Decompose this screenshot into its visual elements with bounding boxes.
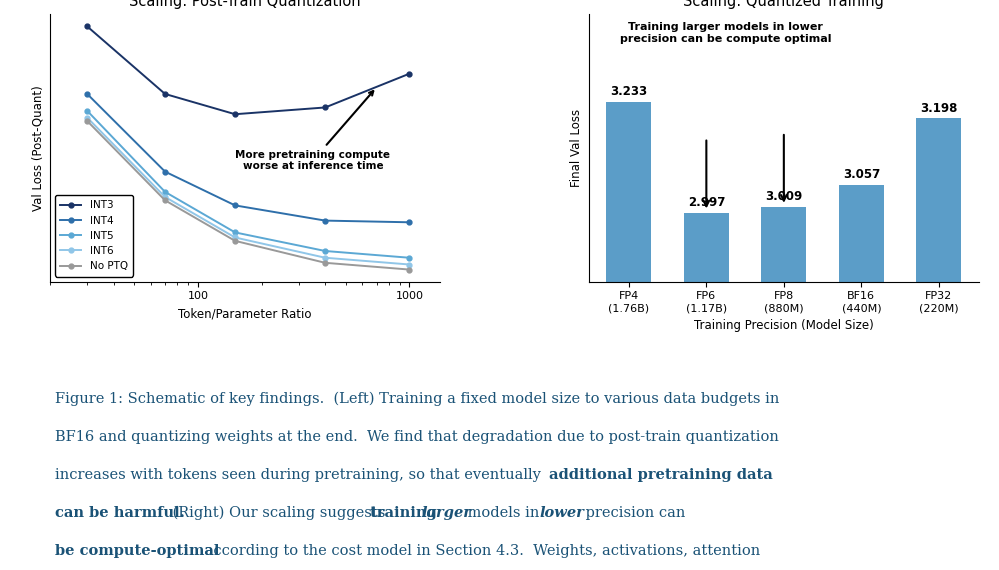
Y-axis label: Val Loss (Post-Quant): Val Loss (Post-Quant) <box>31 85 44 211</box>
Text: 3.198: 3.198 <box>920 101 957 115</box>
Bar <box>684 213 729 570</box>
Text: 3.057: 3.057 <box>843 168 880 181</box>
Text: models in: models in <box>464 506 544 520</box>
INT3 <box>404 70 416 77</box>
INT4 <box>320 217 332 224</box>
Line: INT5: INT5 <box>85 108 412 260</box>
INT4 <box>229 202 241 209</box>
X-axis label: Token/Parameter Ratio: Token/Parameter Ratio <box>179 307 312 320</box>
INT5 <box>229 229 241 236</box>
Text: 3.009: 3.009 <box>765 190 802 203</box>
Text: according to the cost model in Section 4.3.  Weights, activations, attention: according to the cost model in Section 4… <box>201 544 760 557</box>
Text: More pretraining compute
worse at inference time: More pretraining compute worse at infere… <box>236 91 391 171</box>
INT6 <box>229 234 241 241</box>
INT5 <box>404 254 416 261</box>
INT5 <box>159 189 171 196</box>
Bar <box>916 119 961 570</box>
Text: precision can: precision can <box>581 506 685 520</box>
No PTQ <box>81 117 93 124</box>
Bar <box>839 185 884 570</box>
INT3 <box>81 23 93 30</box>
Bar <box>761 207 806 570</box>
Y-axis label: Final Val Loss: Final Val Loss <box>570 109 583 187</box>
Text: 3.233: 3.233 <box>610 86 647 98</box>
Text: lower: lower <box>539 506 584 520</box>
No PTQ <box>320 259 332 266</box>
Legend: INT3, INT4, INT5, INT6, No PTQ: INT3, INT4, INT5, INT6, No PTQ <box>55 196 133 276</box>
Title: Scaling: Quantized Training: Scaling: Quantized Training <box>683 0 884 9</box>
Title: Scaling: Post-Train Quantization: Scaling: Post-Train Quantization <box>129 0 361 9</box>
Text: increases with tokens seen during pretraining, so that eventually: increases with tokens seen during pretra… <box>55 467 545 482</box>
Text: BF16 and quantizing weights at the end.  We find that degradation due to post-tr: BF16 and quantizing weights at the end. … <box>55 430 778 443</box>
Text: Figure 1: Schematic of key findings.  (Left) Training a fixed model size to vari: Figure 1: Schematic of key findings. (Le… <box>55 392 779 406</box>
INT4 <box>81 91 93 97</box>
INT6 <box>81 114 93 121</box>
Text: larger: larger <box>422 506 472 520</box>
INT3 <box>320 104 332 111</box>
Line: INT4: INT4 <box>85 92 412 225</box>
Line: INT6: INT6 <box>85 115 412 267</box>
Text: Training larger models in lower
precision can be compute optimal: Training larger models in lower precisio… <box>619 22 831 44</box>
Text: 2.997: 2.997 <box>687 196 725 209</box>
INT3 <box>159 91 171 97</box>
INT6 <box>404 261 416 268</box>
Line: INT3: INT3 <box>85 24 412 117</box>
No PTQ <box>159 197 171 203</box>
X-axis label: Training Precision (Model Size): Training Precision (Model Size) <box>694 319 874 332</box>
INT5 <box>81 107 93 114</box>
INT6 <box>159 194 171 201</box>
INT6 <box>320 254 332 261</box>
INT3 <box>229 111 241 117</box>
Text: be compute-optimal: be compute-optimal <box>55 544 219 557</box>
Line: No PTQ: No PTQ <box>85 119 412 272</box>
Text: (Right) Our scaling suggests: (Right) Our scaling suggests <box>168 506 390 520</box>
Text: can be harmful.: can be harmful. <box>55 506 185 520</box>
Bar <box>606 102 651 570</box>
No PTQ <box>404 266 416 273</box>
INT5 <box>320 247 332 254</box>
INT4 <box>159 168 171 175</box>
Text: additional pretraining data: additional pretraining data <box>548 467 772 482</box>
INT4 <box>404 219 416 226</box>
No PTQ <box>229 238 241 245</box>
Text: training: training <box>370 506 442 520</box>
